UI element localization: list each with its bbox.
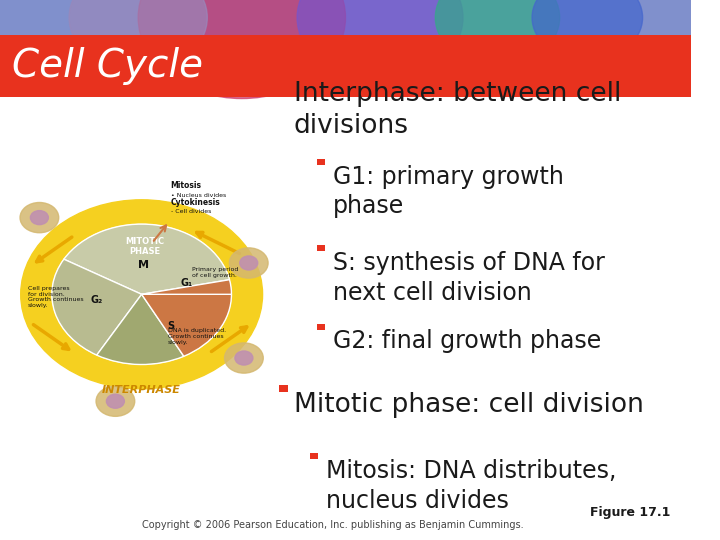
Text: M: M (138, 260, 148, 269)
Circle shape (20, 202, 59, 233)
Text: DNA is duplicated.
Growth continues
slowly.: DNA is duplicated. Growth continues slow… (168, 328, 226, 345)
Text: - Cell divides: - Cell divides (171, 210, 211, 214)
FancyBboxPatch shape (0, 0, 691, 35)
Text: Mitosis: Mitosis (171, 181, 202, 190)
Circle shape (138, 0, 346, 98)
FancyBboxPatch shape (0, 97, 691, 540)
Text: G₂: G₂ (91, 295, 103, 305)
Text: MITOTIC
PHASE: MITOTIC PHASE (125, 237, 165, 256)
Text: G2: final growth phase: G2: final growth phase (333, 329, 601, 353)
Circle shape (53, 225, 231, 364)
Circle shape (30, 211, 48, 225)
Circle shape (532, 0, 643, 60)
Text: G₁: G₁ (181, 279, 193, 288)
FancyBboxPatch shape (318, 159, 325, 165)
Circle shape (107, 394, 125, 408)
Circle shape (240, 256, 258, 270)
Wedge shape (52, 259, 142, 355)
Circle shape (297, 0, 463, 82)
Text: Cell prepares
for division.
Growth continues
slowly.: Cell prepares for division. Growth conti… (27, 286, 84, 308)
Text: INTERPHASE: INTERPHASE (102, 386, 181, 395)
Text: Copyright © 2006 Pearson Education, Inc. publishing as Benjamin Cummings.: Copyright © 2006 Pearson Education, Inc.… (142, 520, 523, 530)
Text: G1: primary growth
phase: G1: primary growth phase (333, 165, 564, 218)
FancyBboxPatch shape (318, 245, 325, 252)
Text: Figure 17.1: Figure 17.1 (590, 507, 670, 519)
FancyBboxPatch shape (279, 75, 288, 82)
Circle shape (96, 386, 135, 416)
Wedge shape (142, 294, 231, 356)
Text: Cytokinesis: Cytokinesis (171, 198, 220, 207)
FancyBboxPatch shape (279, 386, 288, 392)
Circle shape (235, 351, 253, 365)
Wedge shape (142, 280, 231, 294)
Text: • Nucleus divides: • Nucleus divides (171, 193, 226, 198)
Text: Mitosis: DNA distributes,
nucleus divides: Mitosis: DNA distributes, nucleus divide… (326, 459, 616, 512)
Text: Cell Cycle: Cell Cycle (12, 47, 204, 85)
Circle shape (230, 248, 268, 278)
Circle shape (225, 343, 264, 373)
Text: Interphase: between cell
divisions: Interphase: between cell divisions (294, 81, 621, 139)
Text: Mitotic phase: cell division: Mitotic phase: cell division (294, 392, 644, 417)
Wedge shape (96, 294, 184, 364)
Circle shape (69, 0, 207, 71)
Text: Primary period
of cell growth.: Primary period of cell growth. (192, 267, 238, 278)
Text: S: synthesis of DNA for
next cell division: S: synthesis of DNA for next cell divisi… (333, 251, 605, 305)
Circle shape (21, 200, 263, 389)
Circle shape (436, 0, 559, 66)
FancyBboxPatch shape (0, 35, 691, 97)
Text: S: S (167, 321, 174, 330)
Wedge shape (64, 224, 230, 294)
FancyBboxPatch shape (318, 323, 325, 330)
FancyBboxPatch shape (310, 453, 318, 460)
